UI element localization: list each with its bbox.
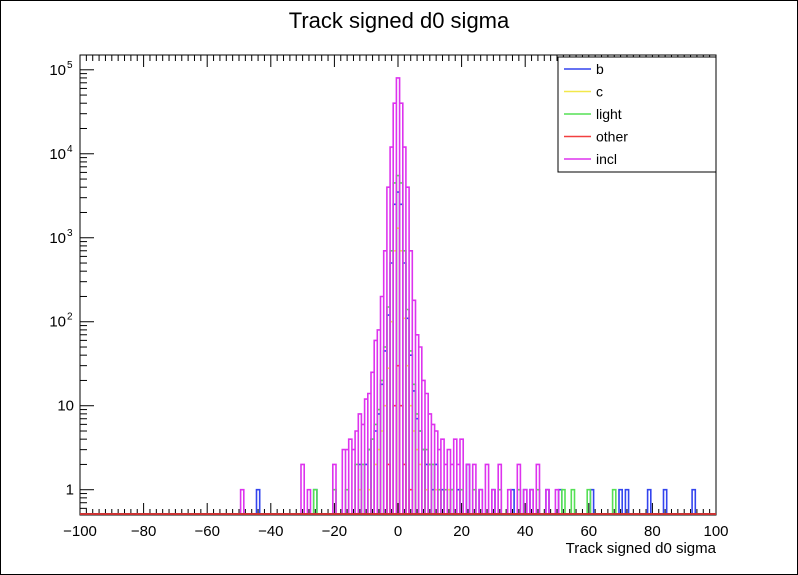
chart-title: Track signed d0 sigma [289, 8, 510, 33]
y-tick-label: 10 [49, 230, 66, 247]
legend-label-light: light [596, 106, 622, 122]
y-tick-label: 10 [49, 314, 66, 331]
x-tick-label: 80 [644, 523, 661, 540]
x-tick-label: −40 [258, 523, 283, 540]
y-tick-label: 10 [49, 146, 66, 163]
x-tick-label: 20 [453, 523, 470, 540]
series-incl [239, 77, 560, 515]
series-c [357, 227, 452, 515]
legend: bc light other incl [557, 56, 717, 173]
x-tick-label: 40 [517, 523, 534, 540]
x-tick-label: −100 [63, 523, 97, 540]
x-tick-label: 60 [580, 523, 597, 540]
y-tick-label: 10 [49, 62, 66, 79]
legend-label-b: b [596, 61, 604, 77]
series-other [386, 364, 414, 515]
x-tick-label: −60 [194, 523, 219, 540]
series-light [312, 174, 617, 515]
y-tick-label: 10 [57, 398, 74, 415]
x-axis-label: Track signed d0 sigma [566, 540, 717, 557]
histogram-series [80, 77, 716, 515]
y-tick-exponent: 5 [67, 60, 73, 71]
x-tick-label: −20 [322, 523, 347, 540]
y-tick-exponent: 3 [67, 228, 73, 239]
y-tick-exponent: 2 [67, 312, 73, 323]
legend-label-other: other [596, 129, 628, 145]
y-tick-exponent: 4 [67, 144, 73, 155]
x-tick-label: 0 [394, 523, 402, 540]
x-tick-label: 100 [703, 523, 728, 540]
y-tick-label: 1 [66, 482, 74, 499]
legend-label-incl: incl [596, 151, 617, 167]
x-tick-label: −80 [131, 523, 156, 540]
legend-label-c: c [596, 84, 603, 100]
